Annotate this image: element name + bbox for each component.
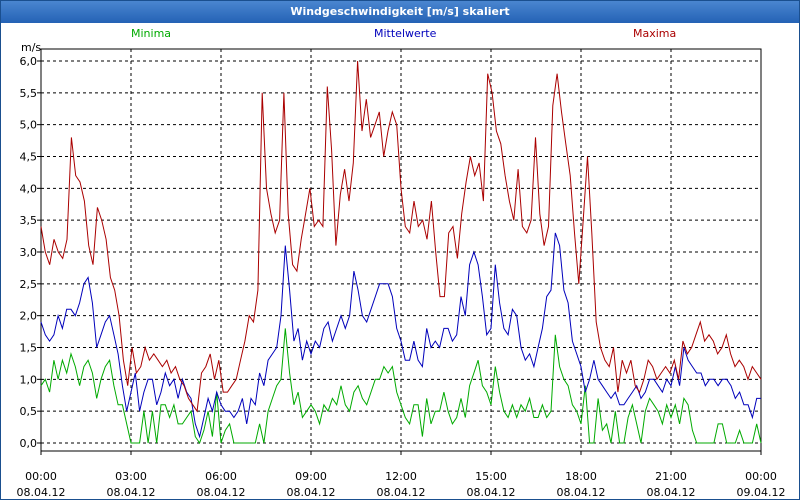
x-tick-label-time: 06:00	[205, 470, 237, 483]
legend-mittelwerte: Mittelwerte	[374, 27, 437, 40]
x-tick-label-date: 09.04.12	[737, 486, 786, 499]
y-tick-label: 0,0	[20, 437, 38, 450]
x-tick-label-date: 08.04.12	[107, 486, 156, 499]
legend-maxima: Maxima	[633, 27, 677, 40]
window-title: Windgeschwindigkeit [m/s] skaliert	[1, 1, 799, 23]
x-tick-label-date: 08.04.12	[17, 486, 66, 499]
y-axis-unit: m/s	[21, 41, 42, 54]
x-tick-label-time: 03:00	[115, 470, 147, 483]
x-tick-label-date: 08.04.12	[197, 486, 246, 499]
y-tick-label: 3,5	[20, 214, 38, 227]
x-tick-label-date: 08.04.12	[287, 486, 336, 499]
x-tick-label-date: 08.04.12	[467, 486, 516, 499]
x-tick-label-time: 12:00	[385, 470, 417, 483]
x-tick-label-time: 21:00	[655, 470, 687, 483]
y-tick-label: 5,5	[20, 87, 38, 100]
x-tick-label-time: 18:00	[565, 470, 597, 483]
x-tick-label-date: 08.04.12	[377, 486, 426, 499]
x-tick-label-date: 08.04.12	[557, 486, 606, 499]
y-tick-label: 2,5	[20, 278, 38, 291]
y-tick-label: 4,5	[20, 151, 38, 164]
series-line-minima	[40, 328, 762, 445]
y-tick-label: 3,0	[20, 246, 38, 259]
y-tick-label: 5,0	[20, 119, 38, 132]
y-tick-label: 2,0	[20, 310, 38, 323]
x-tick-label-time: 00:00	[25, 470, 57, 483]
x-tick-label-time: 15:00	[475, 470, 507, 483]
legend-minima: Minima	[131, 27, 172, 40]
series-line-mittelwerte	[40, 232, 761, 439]
series-line-maxima	[40, 60, 762, 413]
x-tick-label-time: 00:00	[745, 470, 777, 483]
x-tick-label-time: 09:00	[295, 470, 327, 483]
y-tick-label: 6,0	[20, 55, 38, 68]
x-tick-label-date: 08.04.12	[647, 486, 696, 499]
y-tick-label: 4,0	[20, 182, 38, 195]
y-tick-label: 1,0	[20, 373, 38, 386]
y-tick-label: 0,5	[20, 405, 38, 418]
y-tick-label: 1,5	[20, 342, 38, 355]
